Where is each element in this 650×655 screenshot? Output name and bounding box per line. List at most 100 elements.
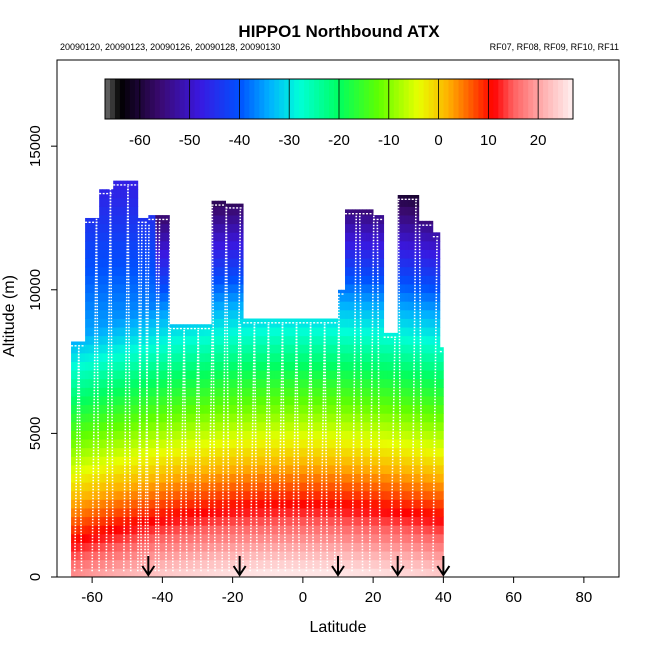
- heat-cell: [127, 206, 132, 216]
- heat-cell: [179, 327, 184, 337]
- heat-cell: [260, 421, 265, 431]
- heat-cell: [222, 266, 226, 276]
- heat-cell: [127, 318, 132, 328]
- heat-cell: [239, 223, 244, 233]
- colorbar-swatch: [403, 79, 410, 119]
- heat-cell: [274, 439, 279, 449]
- heat-cell: [162, 292, 167, 302]
- heat-cell: [239, 309, 244, 319]
- flight-tracks: [71, 184, 444, 572]
- heat-cell: [137, 559, 142, 569]
- heat-cell: [387, 456, 392, 466]
- heat-cell: [78, 525, 82, 535]
- heat-cell: [162, 551, 167, 561]
- heat-cell: [271, 378, 276, 388]
- heat-cell: [102, 456, 107, 466]
- heat-cell: [95, 551, 100, 561]
- heat-cell: [267, 335, 272, 345]
- heat-cell: [243, 499, 248, 509]
- heat-cell: [436, 318, 441, 328]
- heat-cell: [323, 396, 328, 406]
- heat-cell: [316, 335, 321, 345]
- heat-cell: [193, 370, 198, 380]
- heat-cell: [274, 456, 279, 466]
- heat-cell: [341, 439, 346, 449]
- heat-cell: [418, 220, 423, 225]
- heat-cell: [373, 421, 378, 431]
- heat-cell: [352, 249, 356, 259]
- heat-cell: [179, 404, 184, 414]
- heat-cell: [165, 378, 170, 388]
- heat-cell: [334, 542, 339, 552]
- heat-cell: [127, 249, 132, 259]
- heat-cell: [193, 327, 198, 337]
- heat-cell: [232, 292, 237, 302]
- colorbar-swatch: [169, 79, 176, 119]
- heat-cell: [436, 430, 441, 440]
- heat-cell: [415, 413, 420, 423]
- heat-cell: [158, 344, 163, 354]
- heat-cell: [345, 284, 349, 294]
- heat-cell: [401, 387, 406, 397]
- heat-cell: [348, 352, 353, 362]
- x-tick-label: 0: [299, 589, 307, 606]
- heat-cell: [366, 482, 371, 492]
- heat-cell: [155, 370, 160, 380]
- heat-cell: [257, 361, 262, 371]
- heat-cell: [211, 551, 216, 561]
- heat-cell: [387, 499, 392, 509]
- heat-cell: [401, 516, 406, 526]
- heat-cell: [397, 559, 402, 569]
- heat-cell: [429, 284, 434, 294]
- heat-cell: [436, 396, 441, 406]
- heat-cell: [288, 413, 293, 423]
- heat-cell: [211, 232, 216, 242]
- heat-cell: [253, 439, 258, 449]
- heat-cell: [99, 344, 104, 354]
- heat-cell: [376, 542, 381, 552]
- heat-cell: [127, 456, 132, 466]
- heat-cell: [148, 447, 153, 457]
- heat-cell: [345, 335, 349, 345]
- heat-cell: [102, 197, 107, 207]
- heat-cell: [141, 482, 146, 492]
- heat-cell: [197, 447, 202, 457]
- heat-cell: [425, 292, 430, 302]
- heat-cell: [404, 421, 409, 431]
- heat-cell: [102, 404, 107, 414]
- heat-cell: [208, 361, 212, 371]
- heat-cell: [229, 559, 234, 569]
- heat-cell: [369, 232, 374, 242]
- heat-cell: [401, 551, 406, 561]
- heat-cell: [373, 309, 378, 319]
- heat-cell: [172, 370, 177, 380]
- heat-cell: [316, 361, 321, 371]
- heat-cell: [373, 378, 378, 388]
- heat-cell: [123, 533, 128, 543]
- heat-cell: [243, 482, 248, 492]
- heat-cell: [432, 490, 437, 500]
- heat-cell: [302, 499, 307, 509]
- heat-cell: [418, 542, 423, 552]
- heat-cell: [218, 378, 223, 388]
- heat-cell: [295, 568, 300, 577]
- heat-cell: [183, 525, 188, 535]
- heat-cell: [134, 258, 139, 268]
- heat-cell: [246, 327, 251, 337]
- heat-cell: [316, 551, 321, 561]
- heat-cell: [415, 215, 420, 225]
- heat-cell: [201, 508, 205, 518]
- heat-cell: [229, 421, 234, 431]
- heat-cell: [88, 396, 93, 406]
- heat-cell: [141, 327, 146, 337]
- profile-arrow: [390, 556, 405, 577]
- heat-cell: [299, 508, 304, 518]
- heat-cell: [348, 318, 353, 328]
- heat-cell: [85, 361, 90, 371]
- heat-cell: [281, 327, 286, 337]
- heat-cell: [309, 447, 314, 457]
- heat-cell: [401, 361, 406, 371]
- heat-cell: [123, 387, 128, 397]
- heat-cell: [404, 361, 409, 371]
- heat-cell: [320, 559, 325, 569]
